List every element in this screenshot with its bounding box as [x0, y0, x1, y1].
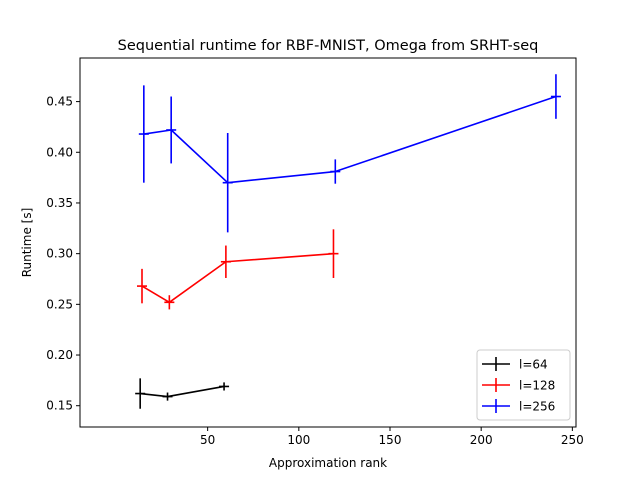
legend-item: l=64 — [482, 357, 548, 372]
y-tick-label: 0.30 — [46, 247, 73, 261]
series-l=256 — [138, 74, 561, 233]
x-tick-label: 200 — [470, 433, 493, 447]
legend-item: l=128 — [482, 378, 555, 393]
x-tick-label: 150 — [379, 433, 402, 447]
series-l=64 — [135, 378, 230, 409]
legend-box — [476, 349, 571, 421]
legend-label: l=128 — [519, 379, 555, 393]
series-l=128 — [137, 229, 339, 310]
x-axis: 50 100 150 200 250 — [200, 427, 584, 447]
y-tick-label: 0.40 — [46, 145, 73, 159]
x-tick-label: 50 — [200, 433, 215, 447]
y-tick-label: 0.15 — [46, 399, 73, 413]
plot-frame — [79, 57, 577, 428]
y-tick-label: 0.45 — [46, 95, 73, 109]
chart-title: Sequential runtime for RBF-MNIST, Omega … — [118, 38, 539, 54]
y-tick-label: 0.25 — [46, 297, 73, 311]
series-line — [140, 385, 225, 398]
y-tick-label: 0.20 — [46, 348, 73, 362]
x-tick-label: 100 — [287, 433, 310, 447]
x-tick-label: 250 — [561, 433, 584, 447]
y-axis-label: Runtime [s] — [20, 208, 34, 278]
plot-area — [79, 57, 577, 428]
y-tick-label: 0.35 — [46, 196, 73, 210]
legend-item: l=256 — [482, 399, 555, 414]
series-line — [143, 95, 557, 184]
legend: l=64 l=128 l=256 — [476, 349, 571, 421]
series-line — [141, 252, 334, 304]
legend-label: l=64 — [519, 358, 548, 372]
legend-label: l=256 — [519, 400, 555, 414]
series-layer — [135, 74, 561, 409]
x-axis-label: Approximation rank — [269, 456, 387, 470]
y-axis: 0.15 0.20 0.25 0.30 0.35 0.40 0.45 — [46, 95, 80, 413]
